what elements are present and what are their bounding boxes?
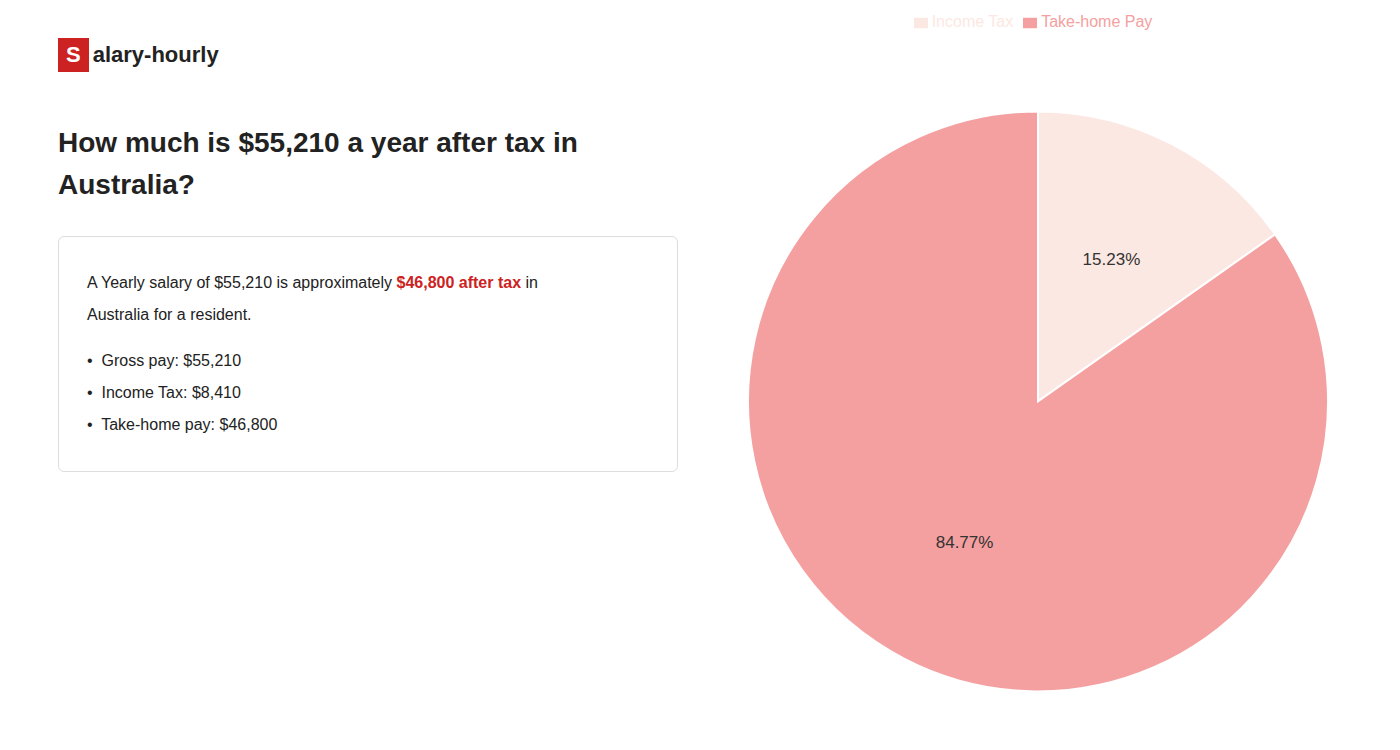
html-text:• Take-home pay: $46,800: • Take-home pay: $46,800 <box>87 416 278 433</box>
html-text:alary-hourly: alary-hourly <box>92 42 219 67</box>
html-text:How much is $55,210 a year aft: How much is $55,210 a year after tax in … <box>58 127 578 200</box>
html-text:Australia for a resident.: Australia for a resident. <box>87 306 252 323</box>
html-text:S: S <box>66 42 81 67</box>
html-text:Income Tax: Income Tax <box>931 13 1014 30</box>
svg-text:84.77%: 84.77% <box>936 533 994 552</box>
html-text:A Yearly salary of $55,210 is: A Yearly salary of $55,210 is approximat… <box>87 274 538 291</box>
svg-text:15.23%: 15.23% <box>1083 250 1141 269</box>
html-text:Take-home Pay: Take-home Pay <box>1041 13 1153 30</box>
html-text:• Gross pay: $55,210: • Gross pay: $55,210 <box>87 352 242 369</box>
html-text:• Income Tax: $8,410: • Income Tax: $8,410 <box>87 384 241 401</box>
